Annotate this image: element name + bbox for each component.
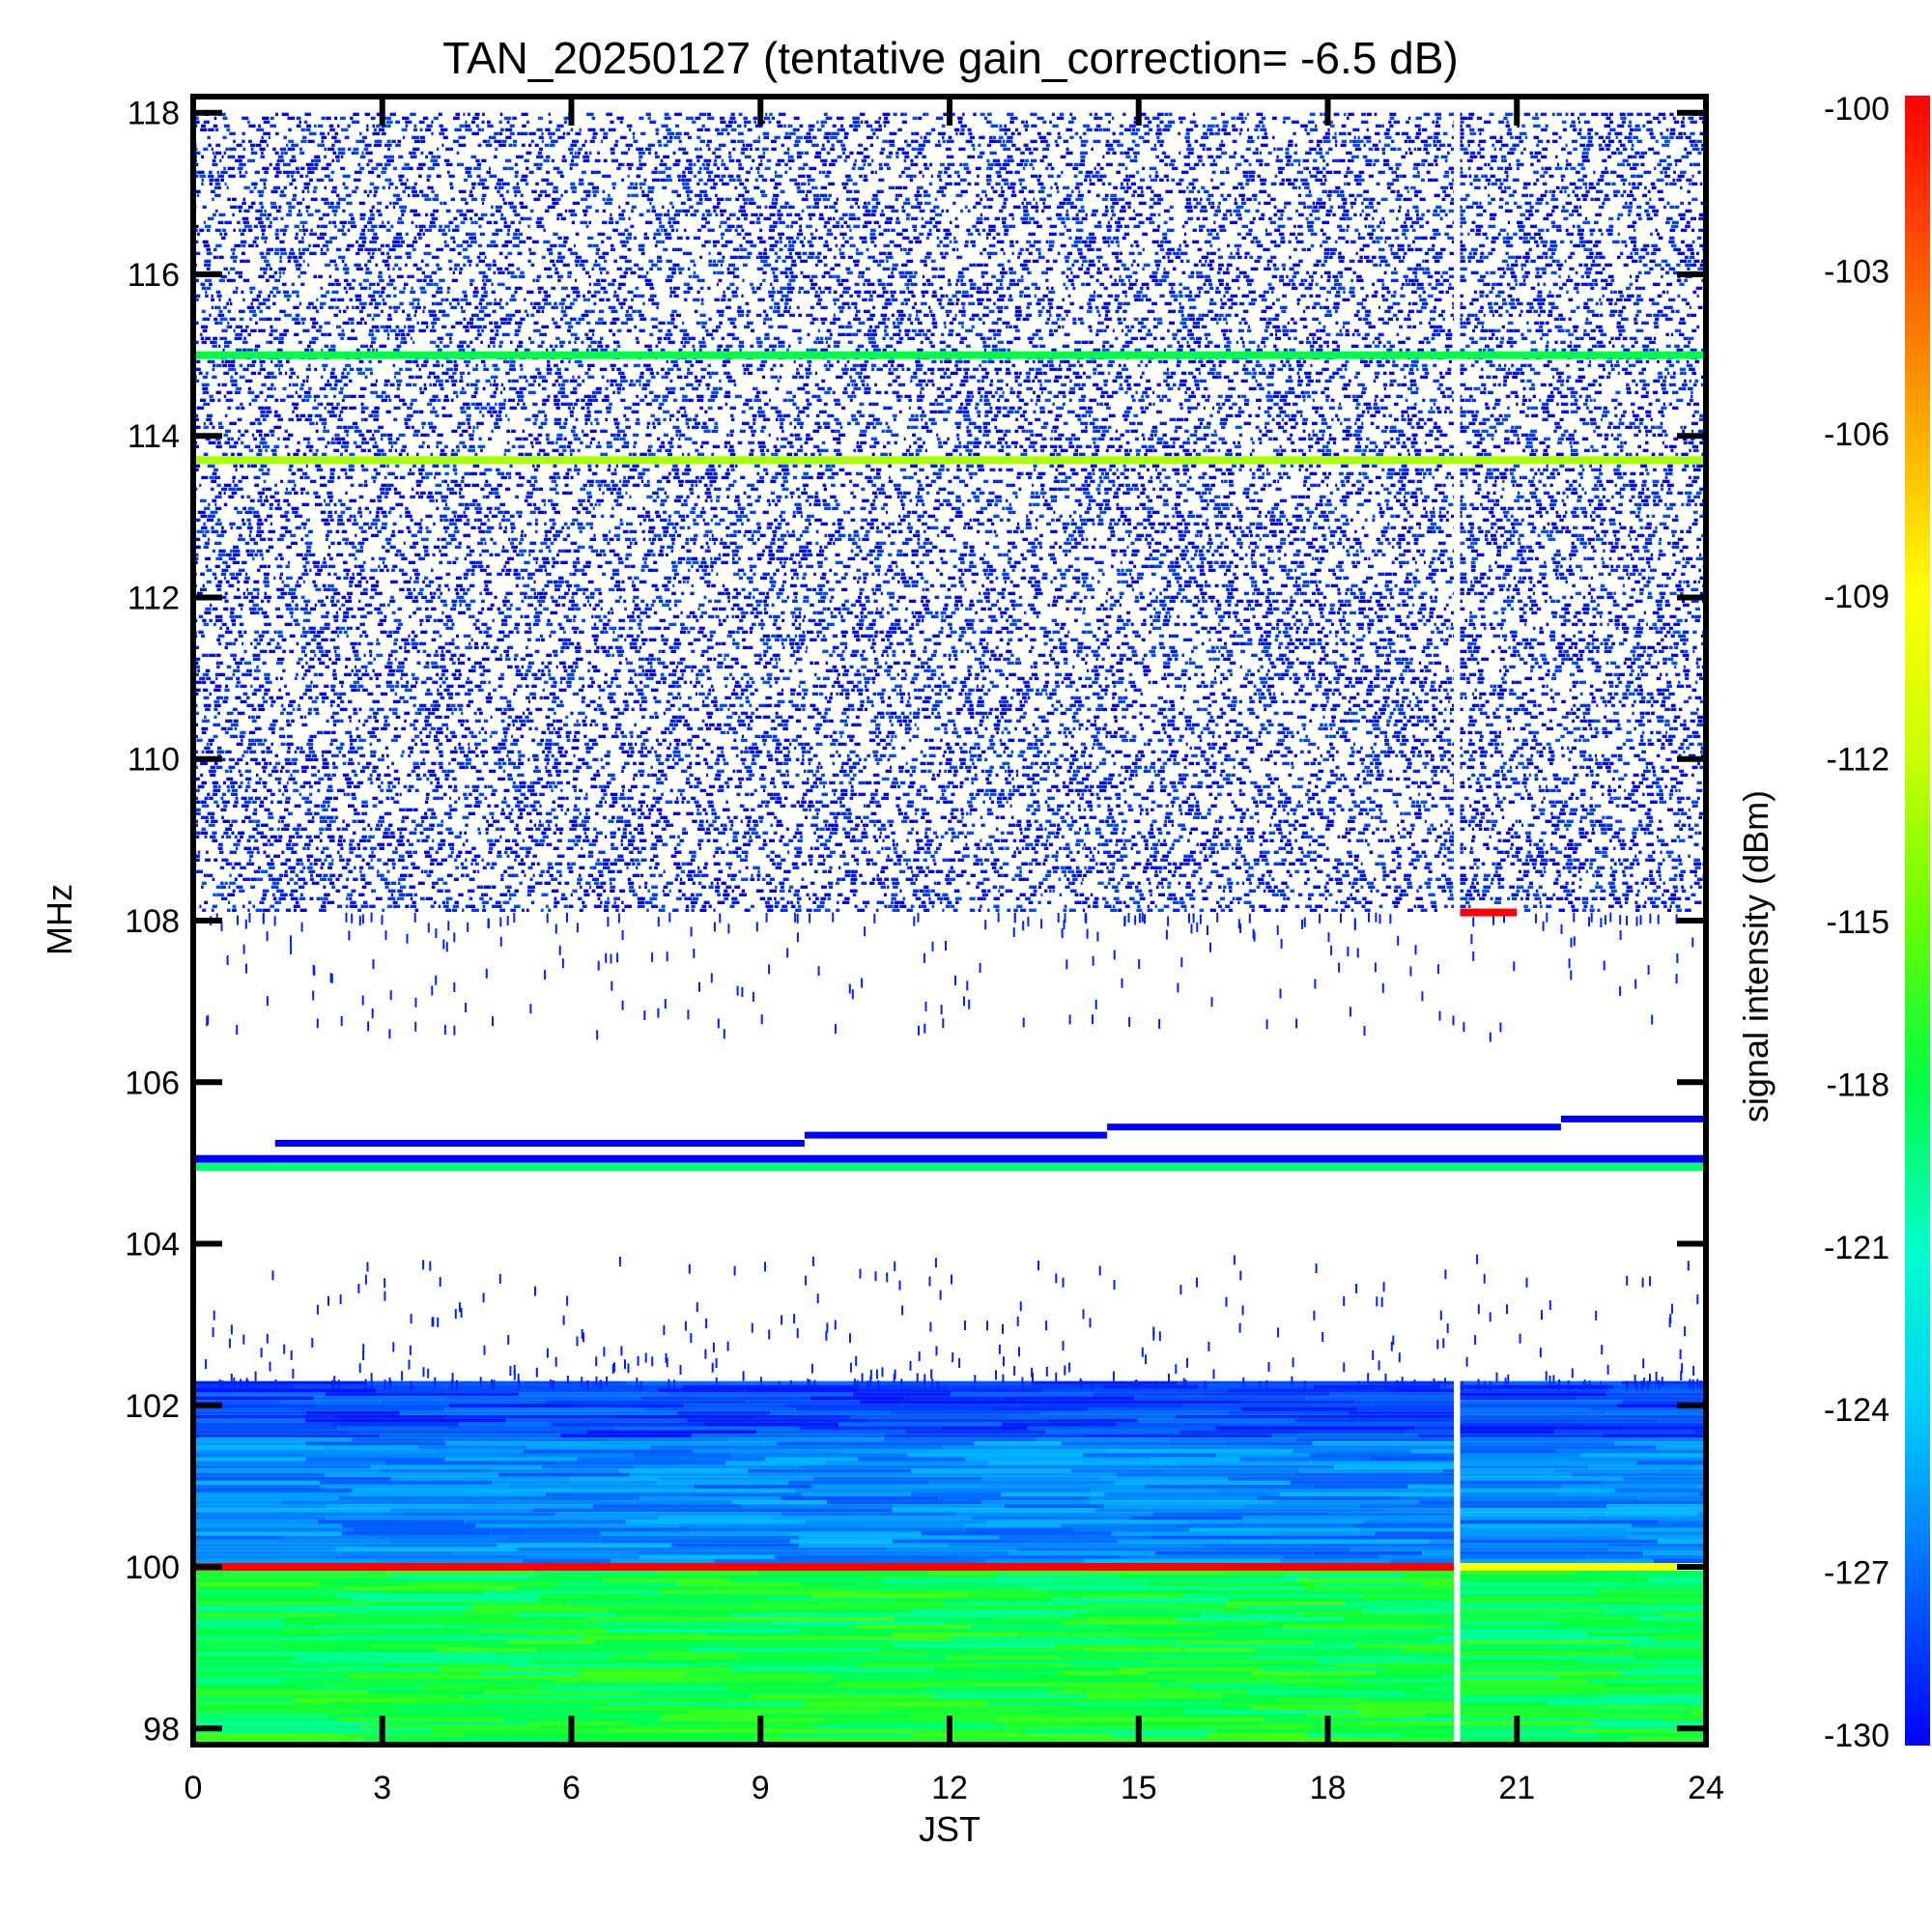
y-axis-ticks: 98 100 102 104 106 108 110 112 114 116 118 [125,96,1706,1747]
y-axis-label: MHz [40,884,79,955]
carrier-line-3 [194,1154,1705,1163]
y-tick-label-7: 112 [128,580,180,616]
carrier-line-6 [1460,908,1518,917]
y-tick-label-10: 118 [128,96,180,132]
colorbar-tick-label-4: -112 [1826,742,1889,779]
x-tick-label-4: 12 [931,1770,968,1806]
y-tick-label-8: 114 [128,418,180,455]
colorbar-tick-label-8: -124 [1824,1392,1889,1429]
colorbar-tick-label-3: -109 [1824,579,1889,615]
drifting-carrier [274,1115,1705,1147]
band-3 [194,112,1705,912]
colorbar-tick-label-9: -127 [1824,1555,1889,1592]
carrier-segment-2 [1107,1123,1561,1131]
colorbar-tick-label-1: -103 [1824,253,1889,290]
x-tick-label-0: 0 [185,1770,203,1806]
band-0 [194,1567,1705,1744]
colorbar-ticks: -100 -103 -106 -109 -112 -115 -118 -121 -124 -127… [1824,91,1889,1754]
chart-title: TAN_20250127 (tentative gain_correction=… [442,33,1458,83]
carrier-line-5 [194,351,1705,359]
sparse-speckle [194,912,1705,1391]
carrier-segment-1 [804,1131,1108,1139]
y-tick-label-1: 100 [125,1549,180,1586]
x-tick-label-1: 3 [373,1770,391,1806]
band-1 [194,1437,1705,1568]
carrier-segment-3 [1560,1115,1705,1122]
y-tick-label-6: 110 [128,742,180,779]
colorbar-tick-label-6: -118 [1826,1066,1889,1103]
x-tick-label-8: 24 [1688,1770,1724,1806]
x-tick-label-6: 18 [1310,1770,1347,1806]
band-2 [194,1380,1705,1438]
x-tick-label-2: 6 [562,1770,581,1806]
carrier-segment-0 [274,1140,805,1147]
carrier-line-0 [194,1563,1454,1571]
colorbar-tick-label-2: -106 [1824,416,1889,453]
colorbar-tick-label-5: -115 [1826,904,1889,941]
colorbar [1905,96,1930,1746]
x-axis-ticks: 0 3 6 9 12 15 18 21 24 [185,97,1724,1806]
y-tick-label-0: 98 [143,1711,180,1747]
x-tick-label-7: 21 [1498,1770,1535,1806]
x-tick-label-5: 15 [1121,1770,1157,1806]
colorbar-label: signal intensity (dBm) [1736,790,1776,1122]
y-tick-label-2: 102 [125,1388,180,1425]
y-tick-label-9: 116 [128,257,180,294]
carrier-line-1 [1460,1563,1705,1571]
y-tick-label-3: 104 [125,1227,180,1264]
carrier-line-2 [194,1163,1705,1172]
colorbar-tick-label-10: -130 [1824,1718,1889,1754]
x-axis-label: JST [919,1809,980,1849]
y-tick-label-5: 108 [125,903,180,940]
colorbar-tick-label-7: -121 [1824,1230,1889,1266]
heatmap-plot-area [194,112,1705,1744]
x-tick-label-3: 9 [752,1770,770,1806]
y-tick-label-4: 106 [125,1065,180,1101]
colorbar-tick-label-0: -100 [1824,91,1889,128]
carrier-line-4 [194,456,1705,465]
